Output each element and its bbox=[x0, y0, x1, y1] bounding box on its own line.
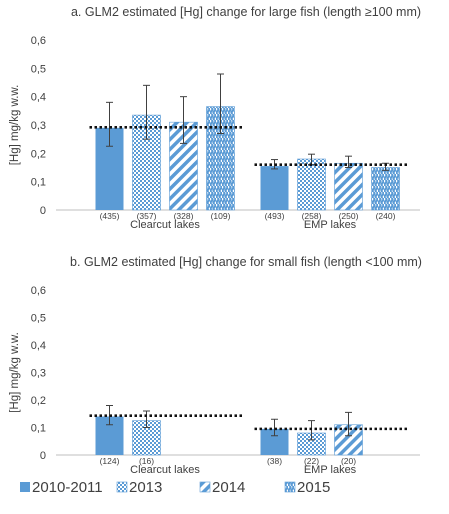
y-tick-label: 0,2 bbox=[31, 148, 46, 160]
legend-swatch bbox=[116, 481, 128, 493]
y-tick-label: 0,4 bbox=[31, 92, 46, 104]
category-label: Clearcut lakes bbox=[130, 464, 200, 476]
chart-title: b. GLM2 estimated [Hg] change for small … bbox=[70, 255, 422, 269]
legend-label: 2014 bbox=[212, 479, 245, 496]
y-tick-label: 0,6 bbox=[31, 35, 46, 47]
legend-label: 2010-2011 bbox=[32, 479, 103, 496]
sample-size-label: (357) bbox=[137, 211, 157, 221]
category-label: Clearcut lakes bbox=[130, 219, 200, 231]
category-label: EMP lakes bbox=[304, 219, 357, 231]
y-tick-label: 0 bbox=[40, 450, 46, 462]
legend-swatch bbox=[284, 481, 296, 493]
y-axis-label: [Hg] mg/kg w.w. bbox=[9, 332, 21, 413]
sample-size-label: (16) bbox=[139, 456, 154, 466]
y-tick-label: 0,1 bbox=[31, 423, 46, 435]
legend-item: 2010-2011 bbox=[20, 479, 103, 496]
legend-swatch bbox=[20, 482, 30, 492]
y-tick-label: 0,5 bbox=[31, 63, 46, 75]
sample-size-label: (328) bbox=[174, 211, 194, 221]
y-tick-label: 0,1 bbox=[31, 177, 46, 189]
sample-size-label: (38) bbox=[267, 456, 282, 466]
sample-size-label: (493) bbox=[265, 211, 285, 221]
legend-label: 2013 bbox=[129, 479, 162, 496]
chart-a: a. GLM2 estimated [Hg] change for large … bbox=[9, 5, 421, 231]
sample-size-label: (250) bbox=[339, 211, 359, 221]
chart-b: b. GLM2 estimated [Hg] change for small … bbox=[9, 255, 422, 476]
legend-item: 2013 bbox=[116, 479, 162, 496]
sample-size-label: (258) bbox=[302, 211, 322, 221]
chart-title: a. GLM2 estimated [Hg] change for large … bbox=[71, 5, 421, 19]
sample-size-label: (240) bbox=[376, 211, 396, 221]
y-tick-label: 0,4 bbox=[31, 340, 46, 352]
bar-2014-emp-lakes bbox=[334, 162, 363, 211]
y-tick-label: 0,2 bbox=[31, 395, 46, 407]
legend-item: 2015 bbox=[284, 479, 330, 496]
bar-2015-emp-lakes bbox=[371, 167, 400, 211]
category-label: EMP lakes bbox=[304, 464, 357, 476]
y-tick-label: 0,6 bbox=[31, 285, 46, 297]
legend-swatch bbox=[199, 481, 211, 493]
y-tick-label: 0 bbox=[40, 205, 46, 217]
legend: 2010-2011 2013 2014 2015 bbox=[20, 479, 330, 496]
sample-size-label: (22) bbox=[304, 456, 319, 466]
bar-2013-emp-lakes bbox=[297, 158, 326, 211]
sample-size-label: (124) bbox=[100, 456, 120, 466]
y-axis-label: [Hg] mg/kg w.w. bbox=[9, 85, 21, 166]
legend-item: 2014 bbox=[199, 479, 245, 496]
sample-size-label: (109) bbox=[211, 211, 231, 221]
sample-size-label: (20) bbox=[341, 456, 356, 466]
sample-size-label: (435) bbox=[100, 211, 120, 221]
bar-2010-2011-emp-lakes bbox=[260, 166, 289, 210]
y-tick-label: 0,3 bbox=[31, 120, 46, 132]
y-tick-label: 0,5 bbox=[31, 313, 46, 325]
y-tick-label: 0,3 bbox=[31, 368, 46, 380]
legend-label: 2015 bbox=[297, 479, 330, 496]
